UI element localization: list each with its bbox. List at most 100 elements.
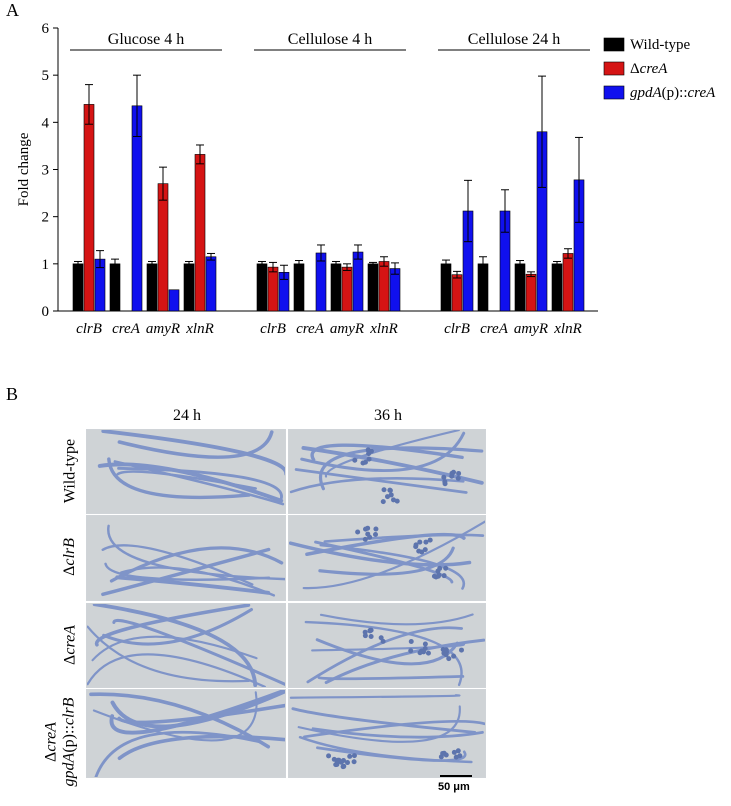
conidium (326, 753, 332, 759)
bar-crea-xlnR (378, 261, 390, 312)
conidium (441, 573, 447, 579)
bar-crea-amyR (525, 273, 537, 312)
bar-gpda-amyR (168, 289, 180, 312)
hypha (94, 604, 251, 647)
conidium (417, 650, 423, 656)
conidium (442, 479, 448, 485)
hypha (298, 735, 473, 764)
conidium (457, 753, 463, 759)
legend-label-crea: ΔcreA (630, 61, 668, 77)
conidium (362, 536, 368, 542)
bar-wild-type-xlnR (551, 263, 563, 312)
hypha (91, 635, 258, 662)
bar-wild-type-xlnR (367, 263, 379, 312)
row-label: ΔcreA gpdA(p)::clrB (42, 697, 77, 786)
legend-label-wild-type: Wild-type (630, 37, 691, 53)
conidium (443, 647, 449, 653)
conidium (455, 748, 461, 754)
hypha (317, 675, 465, 681)
conidium (387, 488, 393, 494)
hypha (289, 541, 472, 567)
x-tick-label: clrB (76, 321, 102, 337)
panel-a-label: A (6, 0, 19, 20)
hypha (89, 692, 271, 749)
bar-wild-type-amyR (514, 263, 526, 312)
hypha (291, 707, 477, 734)
bar-wild-type-clrB (256, 263, 268, 312)
micrograph (288, 689, 486, 778)
conidium (373, 526, 379, 532)
y-tick-label: 4 (42, 115, 50, 131)
column-title-24h: 24 h (173, 407, 201, 424)
hypha (297, 705, 461, 743)
conidium (344, 760, 350, 766)
bar-gpda-xlnR (389, 268, 401, 312)
scale-bar-label: 50 μm (438, 781, 470, 793)
micrograph (288, 429, 486, 514)
x-tick-label: amyR (330, 321, 364, 337)
y-axis-title: Fold change (16, 132, 32, 206)
y-tick-label: 1 (42, 257, 50, 273)
x-tick-label: amyR (514, 321, 548, 337)
conidium (436, 572, 442, 578)
hypha (324, 638, 485, 685)
bar-wild-type-xlnR (183, 263, 195, 312)
hypha (104, 562, 271, 581)
y-tick-label: 5 (42, 68, 50, 84)
hypha (306, 626, 464, 684)
micrograph (288, 515, 486, 601)
y-tick-label: 6 (42, 21, 50, 37)
bar-crea-amyR (341, 266, 353, 312)
conidium (443, 565, 449, 571)
conidium (362, 633, 368, 639)
hypha (294, 468, 468, 494)
hypha (318, 446, 484, 491)
hypha (314, 540, 454, 584)
conidium (363, 526, 369, 532)
bar-wild-type-clrB (440, 263, 452, 312)
conidium (351, 759, 357, 765)
conidium (362, 459, 368, 465)
conidium (381, 487, 387, 493)
hypha (289, 694, 461, 699)
group-title: Cellulose 4 h (288, 31, 372, 48)
conidium (368, 633, 374, 639)
bar-gpda-creA (315, 252, 327, 312)
conidium (385, 494, 391, 500)
bar-wild-type-amyR (146, 263, 158, 312)
hypha (109, 546, 284, 583)
conidium (408, 638, 414, 644)
hypha (107, 457, 251, 500)
bar-crea-clrB (267, 266, 279, 312)
conidium (373, 531, 379, 537)
hypha (101, 430, 285, 476)
conidium (422, 645, 428, 651)
hypha (319, 613, 474, 626)
bar-crea-clrB (83, 104, 95, 312)
x-tick-label: clrB (260, 321, 286, 337)
hypha (117, 430, 274, 459)
conidium (435, 568, 441, 574)
hypha (310, 443, 464, 462)
conidium (422, 547, 428, 553)
hypha (113, 460, 285, 506)
x-tick-label: creA (112, 321, 141, 337)
conidium (380, 499, 386, 505)
conidium (417, 539, 423, 545)
hypha (304, 620, 463, 687)
hypha (302, 520, 485, 590)
conidium (352, 457, 358, 463)
x-tick-label: creA (296, 321, 325, 337)
x-tick-label: xlnR (553, 321, 582, 337)
conidium (413, 542, 419, 548)
conidium (451, 653, 457, 659)
conidium (347, 753, 353, 759)
y-tick-label: 0 (42, 304, 50, 320)
bar-crea-amyR (157, 183, 169, 312)
hypha (92, 691, 258, 742)
micrograph (86, 515, 286, 601)
micrograph (288, 603, 486, 688)
conidium (441, 474, 447, 480)
hypha (109, 690, 285, 735)
hypha (115, 575, 271, 595)
